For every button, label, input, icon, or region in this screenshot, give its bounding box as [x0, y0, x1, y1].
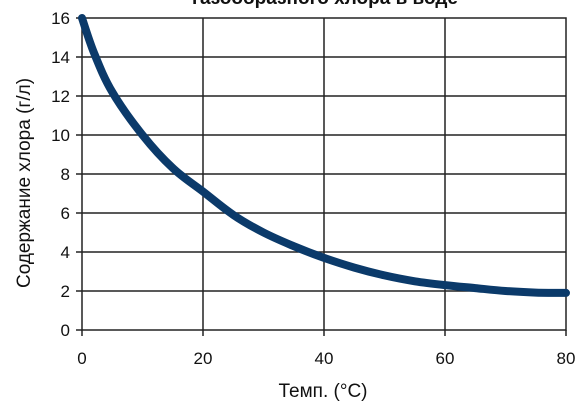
x-tick-label: 20	[194, 349, 213, 368]
y-tick-label: 0	[61, 321, 70, 340]
y-tick-label: 8	[61, 165, 70, 184]
y-tick-label: 10	[51, 126, 70, 145]
y-tick-label: 16	[51, 9, 70, 28]
y-tick-label: 6	[61, 204, 70, 223]
y-tick-label: 4	[61, 243, 70, 262]
grid	[76, 17, 567, 336]
series-lines	[78, 14, 570, 297]
series-line	[78, 14, 570, 297]
x-tick-labels: 0 20 40 60 80	[77, 349, 575, 368]
chart-title: газообразного хлора в воде	[192, 0, 458, 9]
x-tick-label: 80	[557, 349, 576, 368]
y-axis-label: Содержание хлора (г/л)	[14, 78, 35, 288]
x-tick-label: 0	[77, 349, 86, 368]
x-tick-label: 60	[436, 349, 455, 368]
y-tick-label: 2	[61, 282, 70, 301]
y-tick-label: 12	[51, 87, 70, 106]
y-tick-labels: 0 2 4 6 8 10 12 14 16	[51, 9, 70, 340]
x-axis-label: Темп. (°C)	[279, 381, 368, 401]
x-tick-label: 40	[315, 349, 334, 368]
y-tick-label: 14	[51, 48, 70, 67]
